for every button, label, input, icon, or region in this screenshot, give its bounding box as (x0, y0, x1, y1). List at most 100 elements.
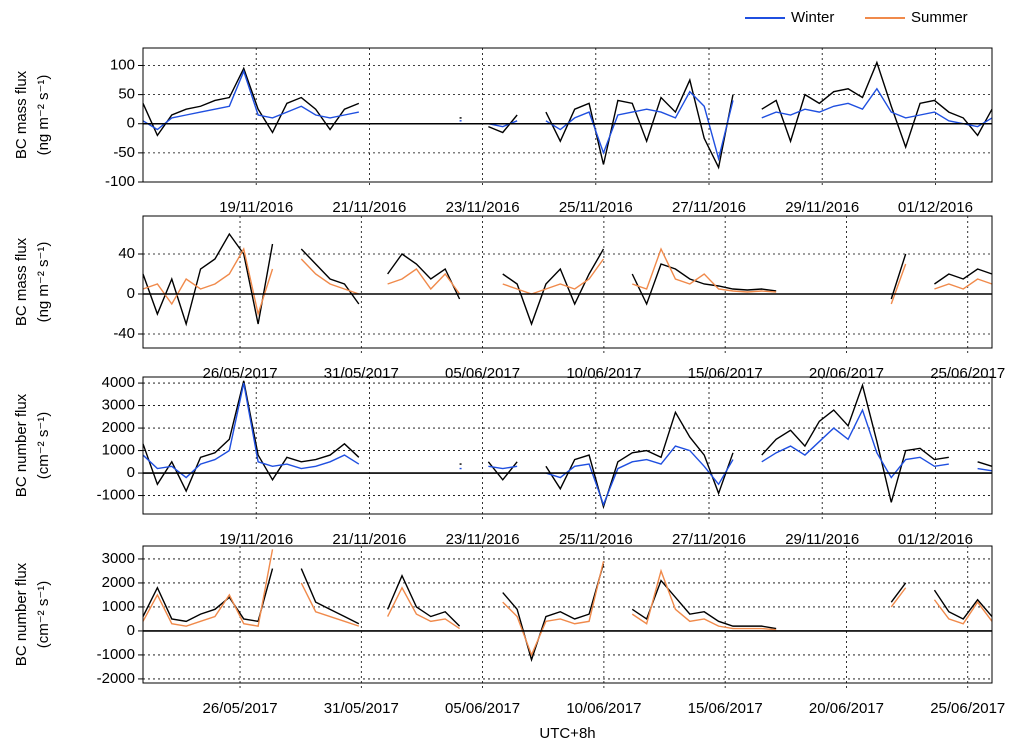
x-tick-label: 05/06/2017 (445, 365, 520, 382)
series-line (933, 599, 993, 625)
x-tick-label: 10/06/2017 (566, 365, 641, 382)
series-line (890, 253, 907, 300)
series-line (142, 568, 274, 623)
series-line (142, 69, 359, 131)
x-tick-label: 26/05/2017 (202, 365, 277, 382)
x-tick-label: 20/06/2017 (809, 700, 884, 717)
series-line (502, 561, 605, 657)
y-axis-label: BC mass flux (13, 70, 30, 159)
series-line (934, 268, 993, 285)
series-line (386, 574, 461, 627)
plot-frame (142, 376, 993, 515)
y-axis-label: BC mass flux (13, 237, 30, 326)
series-line (142, 247, 274, 317)
series-line (631, 579, 777, 630)
x-tick-label: 20/06/2017 (809, 365, 884, 382)
series-line (488, 120, 518, 128)
x-tick-label: 23/11/2016 (446, 531, 520, 548)
series-line (502, 248, 605, 327)
series-line (387, 253, 461, 300)
series-line (545, 410, 734, 510)
x-tick-label: 23/11/2016 (446, 199, 520, 216)
y-tick-label: 2000 (102, 574, 135, 591)
series-line (142, 66, 360, 137)
y-axis-unit: (cm⁻² s⁻¹) (35, 412, 52, 479)
series-line (300, 248, 360, 305)
y-axis-label: BC number flux (13, 562, 30, 666)
series-line (142, 382, 360, 479)
series-line (545, 445, 734, 507)
series-line (631, 568, 777, 631)
y-tick-label: 3000 (102, 397, 135, 414)
series-line (487, 461, 518, 481)
y-tick-label: 100 (110, 56, 135, 73)
x-tick-label: 25/06/2017 (930, 365, 1005, 382)
legend-label: Winter (791, 9, 834, 26)
series-line (502, 258, 605, 295)
series-line (502, 563, 605, 663)
plot-frame (142, 215, 993, 349)
x-tick-label: 21/11/2016 (332, 199, 406, 216)
y-tick-label: 2000 (102, 419, 135, 436)
series-line (631, 263, 777, 306)
y-tick-label: 4000 (102, 374, 135, 391)
x-tick-label: 01/12/2016 (898, 199, 973, 216)
y-tick-label: 0 (127, 622, 135, 639)
x-tick-label: 25/11/2016 (559, 531, 633, 548)
series-line (300, 582, 360, 627)
x-tick-label: 31/05/2017 (324, 365, 399, 382)
series-line (488, 114, 518, 134)
series-line (545, 90, 734, 162)
y-tick-label: 0 (127, 115, 135, 132)
series-line (761, 408, 949, 479)
x-tick-label: 15/06/2017 (688, 700, 763, 717)
x-tick-label: 19/11/2016 (219, 199, 293, 216)
series-line (142, 380, 360, 493)
y-axis-unit: (ng m⁻² s⁻¹) (35, 242, 52, 323)
y-tick-label: 0 (127, 285, 135, 302)
x-tick-label: 25/06/2017 (930, 700, 1005, 717)
series-line (142, 232, 274, 327)
y-axis-label: BC number flux (13, 393, 30, 497)
series-line (387, 586, 460, 630)
x-tick-label: 25/11/2016 (559, 199, 633, 216)
y-tick-label: 3000 (102, 550, 135, 567)
y-tick-label: -1000 (97, 487, 135, 504)
series-line (632, 247, 777, 293)
plot-frame (142, 47, 993, 183)
series-line (142, 549, 274, 627)
series-line (488, 465, 518, 470)
series-line (545, 77, 734, 170)
series-line (977, 461, 993, 467)
series-line (934, 278, 993, 290)
x-tick-label: 27/11/2016 (672, 531, 746, 548)
series-line (387, 268, 461, 295)
y-tick-label: -100 (105, 173, 135, 190)
y-tick-label: -2000 (97, 670, 135, 687)
series-line (933, 589, 993, 620)
series-line (977, 467, 993, 472)
x-tick-label: 05/06/2017 (445, 700, 520, 717)
x-tick-label: 31/05/2017 (324, 700, 399, 717)
series-line (761, 382, 949, 503)
x-tick-label: 29/11/2016 (785, 531, 859, 548)
y-tick-label: 1000 (102, 442, 135, 459)
series-line (300, 568, 360, 625)
series-line (300, 258, 360, 295)
x-tick-label: 19/11/2016 (219, 531, 293, 548)
x-tick-label: 21/11/2016 (332, 531, 406, 548)
x-axis-label: UTC+8h (539, 725, 595, 742)
y-axis-unit: (cm⁻² s⁻¹) (35, 581, 52, 648)
y-tick-label: 1000 (102, 598, 135, 615)
series-line (761, 87, 993, 128)
series-line (761, 60, 993, 150)
x-tick-label: 10/06/2017 (566, 700, 641, 717)
series-line (890, 587, 907, 608)
y-tick-label: 0 (127, 464, 135, 481)
y-tick-label: -1000 (97, 646, 135, 663)
x-tick-label: 27/11/2016 (672, 199, 746, 216)
x-tick-label: 01/12/2016 (898, 531, 973, 548)
y-axis-unit: (ng m⁻² s⁻¹) (35, 75, 52, 156)
y-tick-label: -40 (113, 325, 135, 342)
